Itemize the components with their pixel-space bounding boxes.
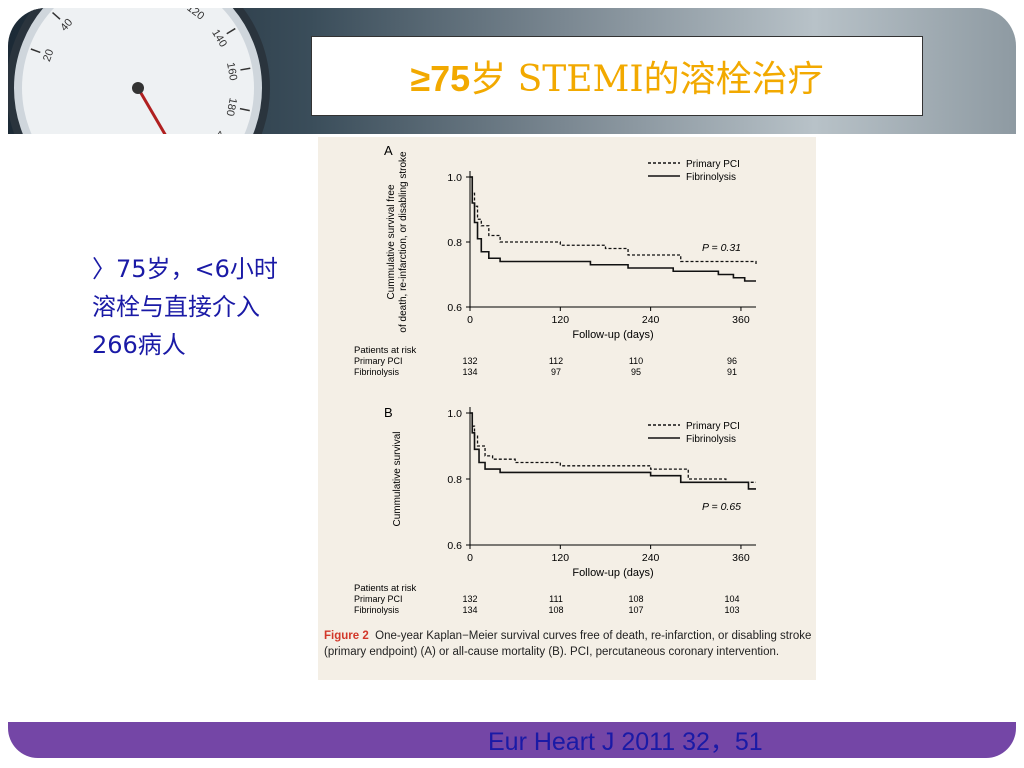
blood-pressure-gauge-image: 2040608010012014016018020022024026028030… [8, 8, 270, 134]
y-axis-label-line: Cummulative survival free [386, 184, 397, 299]
x-tick-label: 0 [467, 314, 473, 326]
header-banner: 2040608010012014016018020022024026028030… [8, 8, 1016, 134]
bullet-text: 〉75岁，<6小时 溶栓与直接介入 266病人 [92, 250, 342, 364]
y-tick-label: 0.6 [447, 540, 462, 552]
y-tick-label: 1.0 [447, 408, 462, 420]
x-tick-label: 120 [552, 314, 570, 326]
bullet-line-1: 〉75岁，<6小时 [92, 255, 278, 283]
risk-table-title: Patients at risk [354, 583, 417, 594]
footer-bar [8, 722, 1016, 758]
risk-table-row-label: Fibrinolysis [354, 367, 400, 377]
y-tick-label: 1.0 [447, 172, 462, 184]
chart-panel-A: A 0.6 0.8 1.0 0 120 240 360 Follow-up (days) Cumm… [354, 143, 757, 377]
risk-table-row-label: Primary PCI [354, 594, 403, 604]
x-tick-label: 120 [552, 552, 570, 564]
y-tick-label: 0.6 [447, 302, 462, 314]
bullet-line-3: 266病人 [92, 331, 186, 359]
y-axis-label-line: Cummulative survival [392, 431, 403, 526]
page-title: ≥75岁 STEMI的溶栓治疗 [410, 50, 823, 102]
panel-label: A [384, 143, 393, 158]
legend-label: Fibrinolysis [686, 172, 736, 183]
gauge-tick-mark [52, 12, 61, 20]
title-box: ≥75岁 STEMI的溶栓治疗 [311, 36, 923, 116]
y-axis-label: Cummulative survival [392, 431, 403, 526]
gauge-needle [136, 87, 167, 134]
risk-table-cell: 134 [462, 367, 477, 377]
gauge-tick-label: 180 [223, 97, 238, 117]
y-tick-label: 0.8 [447, 237, 462, 249]
figure-caption-text: One-year Kaplan−Meier survival curves fr… [324, 630, 812, 658]
bullet-line-2: 溶栓与直接介入 [92, 293, 260, 321]
risk-table-cell: 134 [462, 605, 477, 615]
figure-label: Figure 2 [324, 630, 369, 642]
gauge-tick-label: 200 [208, 129, 228, 134]
panel-label: B [384, 405, 393, 420]
x-tick-label: 240 [642, 314, 660, 326]
p-value-annotation: P = 0.65 [702, 501, 741, 513]
risk-table-cell: 132 [462, 594, 477, 604]
gauge-tick-label: 20 [41, 48, 56, 64]
title-prefix: ≥75 [410, 58, 471, 99]
legend-label: Primary PCI [686, 421, 740, 432]
risk-table-cell: 103 [724, 605, 739, 615]
risk-table-title: Patients at risk [354, 345, 417, 356]
gauge-tick-label: 160 [224, 61, 239, 81]
x-tick-label: 360 [732, 552, 750, 564]
gauge-tick-mark [30, 48, 41, 54]
risk-table-cell: 112 [549, 356, 563, 366]
risk-table-cell: 108 [628, 594, 643, 604]
title-rest: 岁 STEMI的溶栓治疗 [470, 59, 824, 100]
y-axis-label: Cummulative survival freeof death, re-in… [386, 151, 409, 333]
chart-panel-B: B 0.6 0.8 1.0 0 120 240 360 Follow-up (days) Cumm… [354, 405, 756, 615]
gauge-tick-mark [239, 107, 250, 112]
legend-label: Fibrinolysis [686, 434, 736, 445]
gauge-tick-mark [226, 27, 236, 35]
y-axis-label-line: of death, re-infarction, or disabling st… [398, 151, 409, 333]
p-value-annotation: P = 0.31 [702, 242, 741, 254]
figure-panel: A 0.6 0.8 1.0 0 120 240 360 Follow-up (days) Cumm… [318, 137, 816, 680]
risk-table-cell: 111 [549, 594, 563, 604]
risk-table-row-label: Primary PCI [354, 356, 403, 366]
x-axis-label: Follow-up (days) [572, 567, 653, 579]
gauge-tick-label: 60 [86, 8, 102, 12]
risk-table-cell: 132 [462, 356, 477, 366]
risk-table-cell: 107 [628, 605, 643, 615]
series-line-fibrinolysis [470, 176, 756, 282]
x-tick-label: 360 [732, 314, 750, 326]
risk-table-cell: 108 [548, 605, 563, 615]
series-line-fibrinolysis [470, 412, 756, 490]
legend-label: Primary PCI [686, 159, 740, 170]
risk-table-cell: 104 [724, 594, 739, 604]
x-tick-label: 240 [642, 552, 660, 564]
series-line-primary-pci [470, 412, 756, 483]
risk-table-cell: 110 [629, 356, 643, 366]
risk-table-cell: 97 [551, 367, 561, 377]
citation: Eur Heart J 2011 32，51 [488, 728, 763, 756]
km-figure: A 0.6 0.8 1.0 0 120 240 360 Follow-up (days) Cumm… [354, 143, 757, 615]
x-tick-label: 0 [467, 552, 473, 564]
y-tick-label: 0.8 [447, 474, 462, 486]
gauge-tick-mark [240, 67, 251, 71]
risk-table-row-label: Fibrinolysis [354, 605, 400, 615]
series-line-primary-pci [470, 176, 757, 265]
figure-caption: Figure 2 One-year Kaplan−Meier survival … [324, 628, 812, 660]
x-axis-label: Follow-up (days) [572, 329, 653, 341]
risk-table-cell: 91 [727, 367, 737, 377]
risk-table-cell: 96 [727, 356, 737, 366]
risk-table-cell: 95 [631, 367, 641, 377]
